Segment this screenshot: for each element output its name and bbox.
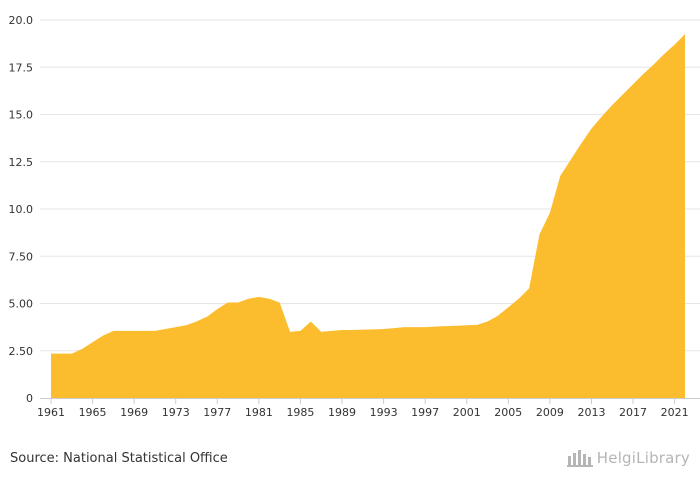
x-tick-label: 1977	[203, 406, 231, 419]
y-tick-label: 20.0	[9, 14, 34, 27]
y-axis: 0 2.50 5.00 7.50 10.0 12.5 15.0 17.5 20.0	[9, 14, 34, 405]
x-tick-label: 2021	[661, 406, 689, 419]
x-tick-label: 1965	[79, 406, 107, 419]
chart-footer: Source: National Statistical Office Helg…	[0, 440, 700, 483]
x-tick-label: 2005	[494, 406, 522, 419]
x-tick-label: 1989	[328, 406, 356, 419]
y-tick-label: 5.00	[9, 298, 34, 311]
x-tick-label: 1981	[245, 406, 273, 419]
y-tick-label: 12.5	[9, 156, 34, 169]
x-tick-label: 1969	[120, 406, 148, 419]
grid-lines	[40, 19, 700, 352]
x-tick-label: 1973	[162, 406, 190, 419]
x-axis: 1961 1965 1969 1973 1977 1981 1985 1989 1993 1997…	[37, 398, 700, 419]
x-tick-label: 2009	[536, 406, 564, 419]
y-tick-label: 7.50	[9, 250, 34, 263]
area-series-fill	[51, 34, 685, 399]
helgi-library-logo-icon	[566, 450, 593, 467]
area-series	[51, 34, 685, 399]
x-tick-label: 2017	[619, 406, 647, 419]
brand-logo[interactable]: HelgiLibrary	[566, 448, 690, 468]
y-tick-label: 0	[26, 392, 33, 405]
x-tick-label: 1997	[411, 406, 439, 419]
y-tick-label: 15.0	[9, 109, 34, 122]
x-tick-label: 2001	[453, 406, 481, 419]
x-tick-label: 1985	[286, 406, 314, 419]
y-tick-label: 2.50	[9, 345, 34, 358]
x-tick-label: 1961	[37, 406, 65, 419]
source-note: Source: National Statistical Office	[10, 451, 228, 466]
y-tick-label: 10.0	[9, 203, 34, 216]
brand-name: HelgiLibrary	[596, 449, 690, 467]
x-tick-label: 2013	[577, 406, 605, 419]
y-tick-label: 17.5	[9, 61, 34, 74]
x-tick-label: 1993	[370, 406, 398, 419]
